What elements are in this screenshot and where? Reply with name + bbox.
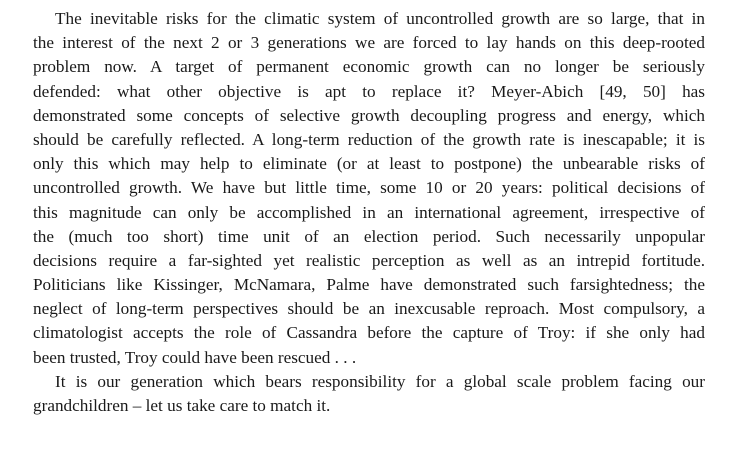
paragraph-1: The inevitable risks for the climatic sy… (33, 7, 705, 370)
text-line: this magnitude can only be accomplished … (33, 202, 705, 222)
text-line: It is our generation which bears respons… (55, 371, 705, 391)
text-line: the interest of the next 2 or 3 generati… (33, 33, 705, 53)
body-text: The inevitable risks for the climatic sy… (33, 7, 705, 418)
text-line: been trusted, Troy could have been rescu… (33, 347, 357, 367)
text-line: grandchildren – let us take care to matc… (33, 396, 331, 415)
text-line: decisions require a far-sighted yet real… (33, 250, 705, 270)
text-line: The inevitable risks for the climatic sy… (55, 9, 705, 28)
text-line: only this which may help to eliminate (o… (33, 154, 705, 174)
text-line: Politicians like Kissinger, McNamara, Pa… (33, 275, 705, 295)
paragraph-2: It is our generation which bears respons… (33, 370, 705, 418)
text-line: uncontrolled growth. We have but little … (33, 178, 705, 198)
text-line: the (much too short) time unit of an ele… (33, 226, 705, 246)
text-line: should be carefully reflected. A long-te… (33, 129, 705, 149)
text-line: demonstrated some concepts of selective … (33, 105, 705, 125)
text-line: problem now. A target of permanent econo… (33, 57, 705, 77)
text-line: defended: what other objective is apt to… (33, 81, 705, 101)
text-line: climatologist accepts the role of Cassan… (33, 323, 705, 343)
text-line: neglect of long-term perspectives should… (33, 299, 705, 319)
